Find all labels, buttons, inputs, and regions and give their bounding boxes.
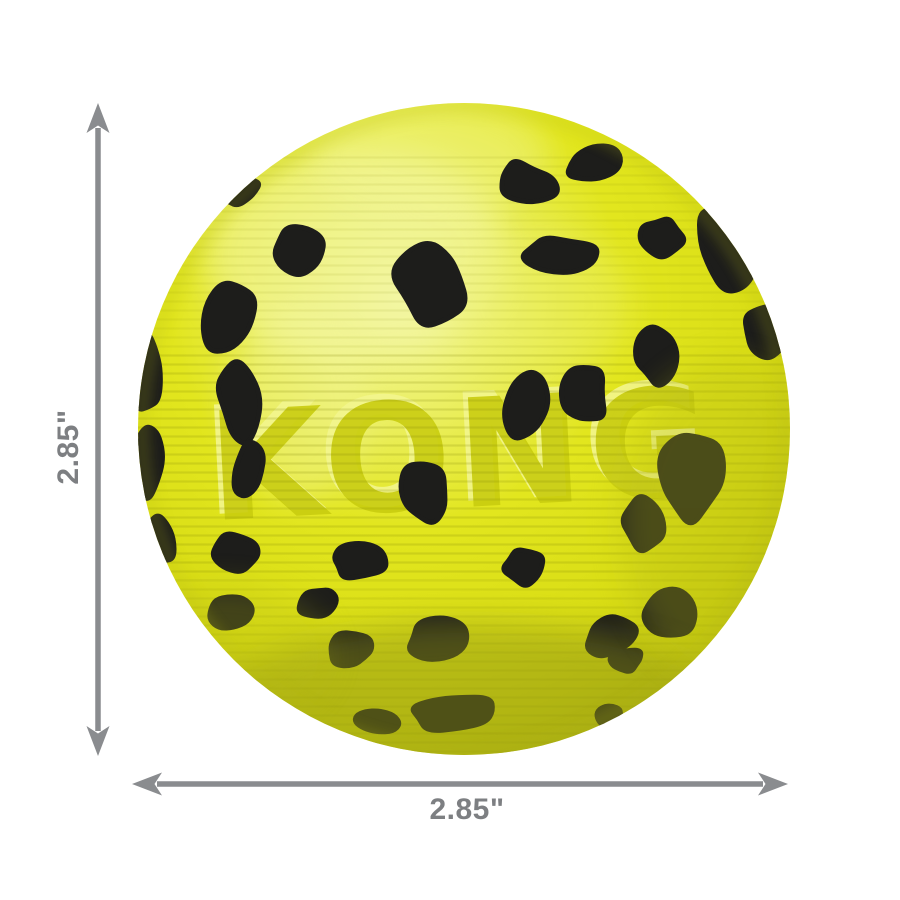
ball: KONG KONG: [138, 103, 790, 755]
arrow-down-head: [86, 726, 110, 756]
ball-spot: [391, 241, 468, 328]
width-dimension-arrow: [132, 772, 788, 796]
ball-spot: [231, 439, 266, 499]
ball-spot: [589, 103, 649, 129]
ball-spot: [501, 547, 546, 588]
ball-bottom-shadow: [190, 622, 750, 755]
ball-side-shadow: [618, 360, 790, 680]
arrow-up-head: [86, 103, 110, 133]
ball-spot: [637, 216, 687, 260]
ball-spot: [200, 280, 258, 354]
ball-spot: [520, 235, 600, 275]
ball-spot: [215, 359, 263, 446]
ball-spot: [565, 143, 623, 182]
ball-spot: [332, 541, 389, 581]
width-dimension-label: 2.85": [429, 793, 505, 826]
arrow-left-head: [132, 772, 162, 796]
ball-spot: [502, 369, 551, 441]
ball-spot: [210, 531, 261, 574]
ball-spot: [398, 461, 448, 525]
ball-spot: [633, 324, 680, 388]
height-dimension-label: 2.85": [52, 409, 85, 485]
height-dimension-arrow: [86, 103, 110, 756]
arrow-right-head: [758, 772, 788, 796]
ball-spot: [558, 365, 607, 422]
ball-rim-shade: [138, 103, 790, 755]
ball-spot: [272, 224, 326, 277]
ball-spot: [499, 159, 560, 205]
